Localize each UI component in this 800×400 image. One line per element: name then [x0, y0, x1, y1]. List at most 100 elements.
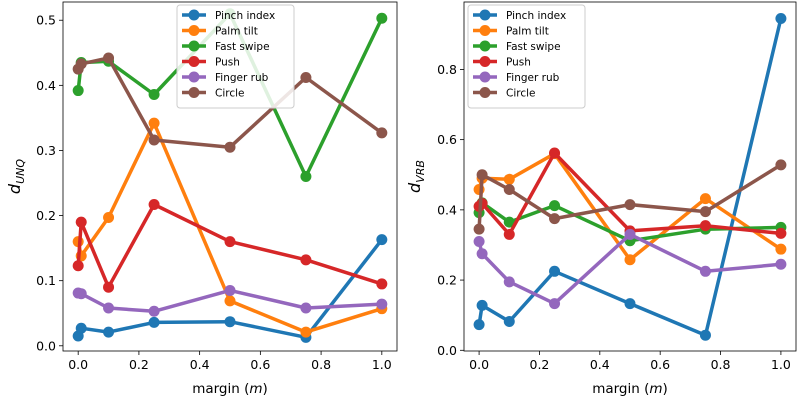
data-point	[503, 183, 515, 195]
x-axis-label-suffix: )	[263, 381, 268, 397]
y-tick-label: 0.4	[36, 78, 56, 93]
data-point	[476, 248, 488, 260]
data-point	[376, 278, 388, 290]
data-point	[503, 173, 515, 185]
right-chart-panel: 0.0 0.2 0.4 0.6 0.8 1.0 0.0 0.2 0.4 0.6 0.8 margin …	[405, 1, 797, 397]
x-axis-label-prefix: margin (	[592, 381, 649, 397]
legend-swatch-marker	[188, 56, 200, 67]
legend: Pinch index Palm tilt Fast swipe Push Finger…	[176, 4, 295, 109]
y-tick-label: 0.2	[36, 208, 56, 223]
data-point	[476, 299, 488, 311]
data-point	[503, 276, 515, 288]
data-point	[376, 298, 388, 310]
x-tick-label: 0.0	[68, 357, 88, 372]
data-point	[300, 72, 312, 84]
x-tick-label: 0.0	[469, 357, 489, 372]
legend-label: Circle	[506, 87, 536, 99]
data-point	[148, 134, 160, 146]
y-axis-label-subscript: VRB	[414, 160, 427, 183]
legend-box	[176, 4, 295, 109]
data-point	[376, 127, 388, 139]
data-point	[376, 234, 388, 246]
x-tick-label: 0.2	[530, 357, 550, 372]
data-point	[376, 12, 388, 24]
x-axis-label-prefix: margin (	[192, 381, 249, 397]
x-axis-label: margin (m)	[192, 381, 268, 397]
data-point	[72, 260, 84, 272]
x-axis-label-variable: m	[649, 381, 662, 397]
data-point	[75, 288, 87, 300]
data-point	[549, 147, 561, 159]
data-point	[549, 265, 561, 277]
x-tick-label: 0.8	[311, 357, 331, 372]
legend-label: Fast swipe	[506, 41, 561, 53]
data-point	[224, 316, 236, 328]
legend-swatch-marker	[479, 71, 491, 83]
x-tick-label: 0.8	[711, 357, 731, 372]
y-axis-label-subscript: UNQ	[14, 159, 27, 184]
legend-swatch-marker	[188, 25, 200, 36]
data-point	[699, 206, 711, 218]
x-tick-label: 1.0	[372, 357, 392, 372]
legend-label: Fast swipe	[215, 41, 270, 53]
legend-label: Finger rub	[215, 72, 269, 84]
data-point	[75, 322, 87, 334]
data-point	[473, 223, 485, 235]
data-point	[224, 295, 236, 307]
y-tick-label: 0.6	[437, 132, 457, 147]
y-tick-label: 0.0	[36, 338, 56, 353]
legend: Pinch index Palm tilt Fast swipe Push Finger…	[467, 4, 586, 109]
data-point	[699, 265, 711, 277]
legend-swatch-marker	[479, 40, 491, 52]
data-point	[503, 216, 515, 228]
data-point	[699, 220, 711, 232]
legend-label: Pinch index	[215, 10, 275, 22]
data-point	[699, 193, 711, 205]
data-point	[549, 298, 561, 310]
data-point	[300, 254, 312, 266]
legend-swatch-marker	[479, 9, 491, 21]
legend-label: Palm tilt	[506, 25, 549, 37]
y-axis-label-main: d	[405, 182, 424, 193]
legend-swatch-marker	[188, 40, 200, 52]
y-tick-label: 0.4	[437, 202, 457, 217]
data-point	[103, 326, 115, 338]
legend-swatch-marker	[479, 87, 491, 98]
data-point	[103, 302, 115, 314]
data-point	[300, 302, 312, 314]
data-point	[549, 213, 561, 225]
x-tick-label: 0.4	[590, 357, 610, 372]
x-tick-label: 0.6	[650, 357, 670, 372]
data-point	[148, 117, 160, 129]
y-tick-label: 0.8	[437, 62, 457, 77]
data-point	[624, 199, 636, 211]
data-point	[476, 169, 488, 181]
data-point	[699, 329, 711, 341]
x-axis-label: margin (m)	[592, 381, 668, 397]
data-point	[473, 319, 485, 331]
y-tick-label: 0.2	[437, 273, 457, 288]
data-point	[148, 316, 160, 328]
data-point	[503, 316, 515, 328]
legend-swatch-marker	[479, 25, 491, 36]
data-point	[75, 58, 87, 70]
data-point	[775, 243, 787, 255]
data-point	[103, 212, 115, 224]
x-tick-label: 0.2	[129, 357, 149, 372]
y-axis-label: dVRB	[405, 160, 427, 193]
legend-swatch-marker	[188, 71, 200, 83]
data-point	[775, 258, 787, 270]
legend-label: Push	[215, 56, 240, 68]
data-point	[503, 228, 515, 240]
data-point	[624, 254, 636, 266]
data-point	[549, 200, 561, 212]
legend-label: Circle	[215, 87, 245, 99]
legend-label: Palm tilt	[215, 25, 258, 37]
legend-label: Push	[506, 56, 531, 68]
legend-label: Finger rub	[506, 72, 560, 84]
data-point	[224, 284, 236, 296]
data-point	[624, 298, 636, 310]
y-axis-label-main: d	[5, 183, 24, 194]
